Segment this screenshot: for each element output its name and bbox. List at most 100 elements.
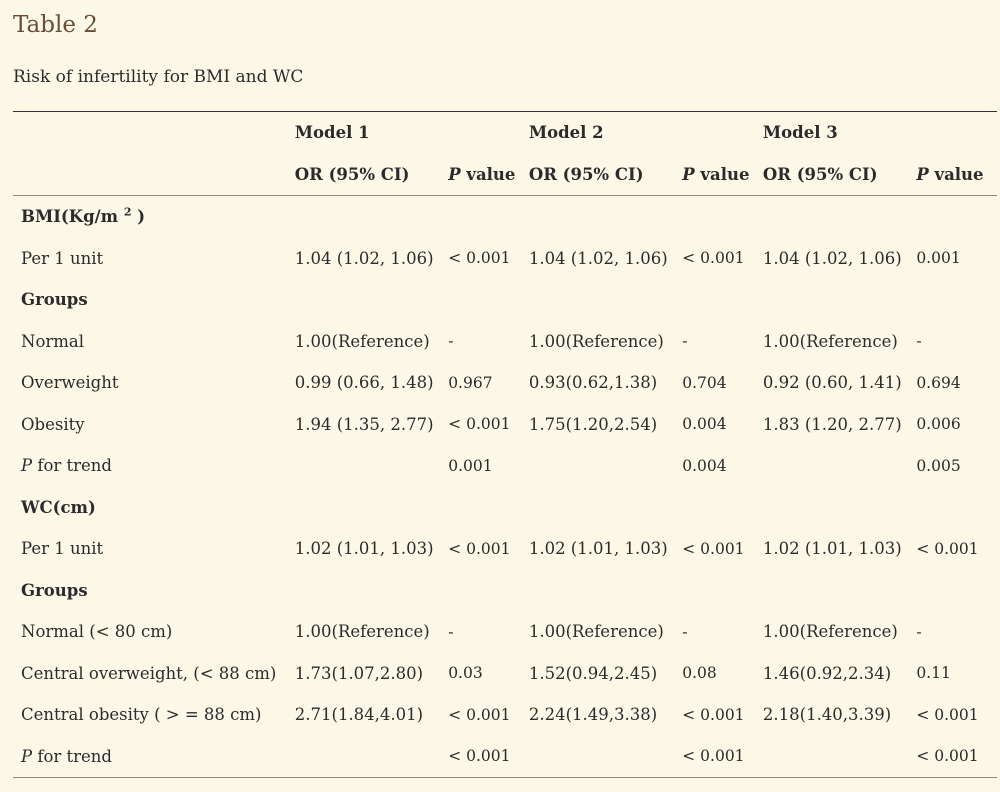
table-row: Per 1 unit 1.02 (1.01, 1.03) < 0.001 1.02 (… — [13, 528, 997, 570]
empty-cell — [448, 487, 529, 529]
p-value-cell — [448, 570, 529, 612]
p-value-cell: < 0.001 — [448, 249, 511, 268]
p-value-cell — [916, 279, 997, 321]
p-value-cell: - — [682, 332, 688, 351]
or-cell: 1.00(Reference) — [762, 622, 898, 642]
or-cell: 1.02 (1.01, 1.03) — [528, 539, 668, 559]
row-label-text: Groups — [21, 290, 88, 310]
or-cell: 1.94 (1.35, 2.77) — [294, 414, 434, 434]
or-cell — [763, 445, 916, 487]
empty-cell — [916, 487, 997, 529]
p-value-cell: 0.694 — [916, 373, 961, 392]
p-italic: P — [448, 164, 461, 184]
or-cell: 1.00(Reference) — [294, 331, 430, 351]
row-label-italic: P — [21, 746, 33, 766]
or-cell — [762, 735, 917, 778]
p-value-cell: - — [448, 622, 454, 641]
section-heading-text: WC(cm) — [21, 497, 96, 517]
p-value-cell: 0.11 — [916, 664, 951, 683]
p-value-cell: < 0.001 — [916, 539, 979, 558]
p-value-cell: < 0.001 — [448, 735, 529, 778]
empty-cell — [763, 196, 916, 238]
p-value-cell: 0.03 — [448, 664, 483, 683]
or-cell: 2.71(1.84,4.01) — [294, 705, 424, 725]
or-cell — [295, 570, 448, 612]
row-label: Groups — [13, 279, 295, 321]
p-value-cell: < 0.001 — [916, 705, 979, 724]
row-label-text: Overweight — [21, 373, 119, 393]
or-cell: 1.02 (1.01, 1.03) — [294, 539, 434, 559]
p-value-cell: < 0.001 — [448, 705, 511, 724]
p-value-cell: < 0.001 — [682, 539, 745, 558]
empty-cell — [529, 487, 682, 529]
p-value-header: P value — [916, 153, 997, 196]
or-cell: 1.52(0.94,2.45) — [528, 663, 658, 683]
table-row: Per 1 unit 1.04 (1.02, 1.06) < 0.001 1.04 (… — [13, 238, 997, 280]
or-cell: 1.00(Reference) — [528, 622, 664, 642]
p-value-cell — [682, 570, 763, 612]
empty-cell — [682, 196, 763, 238]
or-cell: 0.99 (0.66, 1.48) — [294, 373, 434, 393]
section-heading: WC(cm) — [13, 487, 295, 529]
table-row: Central obesity ( > = 88 cm) 2.71(1.84,4.… — [13, 694, 997, 736]
table-row: Groups — [13, 570, 997, 612]
p-value-cell — [448, 279, 529, 321]
p-value-cell: - — [682, 622, 688, 641]
section-heading-end: ) — [131, 207, 146, 227]
section-heading-text: BMI(Kg/m — [21, 207, 124, 227]
section-heading-row: BMI(Kg/m 2 ) — [13, 196, 997, 238]
empty-cell — [763, 487, 916, 529]
p-italic: P — [682, 164, 695, 184]
table-row: P for trend < 0.001 < 0.001 < 0.001 — [13, 735, 997, 778]
or-header: OR (95% CI) — [528, 153, 683, 196]
section-heading: BMI(Kg/m 2 ) — [13, 196, 295, 238]
or-cell — [295, 279, 448, 321]
section-heading-row: WC(cm) — [13, 487, 997, 529]
p-value-cell: < 0.001 — [682, 249, 745, 268]
or-cell: 2.24(1.49,3.38) — [528, 705, 658, 725]
row-label-italic: P — [21, 456, 33, 476]
p-value-cell: < 0.001 — [448, 415, 511, 434]
row-label-text: for trend — [32, 456, 112, 476]
p-value-cell: 0.967 — [448, 373, 493, 392]
row-label-text: Groups — [21, 580, 88, 600]
table-row: Normal (< 80 cm) 1.00(Reference) -1.00(Ref… — [13, 611, 997, 653]
or-cell — [763, 279, 916, 321]
row-label-text: Central obesity ( > = 88 cm) — [21, 705, 262, 725]
row-label: Obesity — [13, 404, 295, 446]
header-spacer — [916, 111, 997, 154]
p-value-header: P value — [448, 153, 529, 196]
row-label: P for trend — [13, 735, 295, 778]
model-2-header: Model 2 — [528, 111, 683, 154]
p-value-header: P value — [682, 153, 763, 196]
or-cell: 1.46(0.92,2.34) — [762, 663, 892, 683]
section-heading-sup: 2 — [123, 205, 132, 219]
or-cell — [763, 570, 916, 612]
table-row: Normal 1.00(Reference) -1.00(Reference) -1.… — [13, 321, 997, 363]
p-value-cell — [682, 279, 763, 321]
row-label-text: Per 1 unit — [21, 539, 104, 559]
row-label: Groups — [13, 570, 295, 612]
row-label: Overweight — [13, 362, 295, 404]
p-value-cell: < 0.001 — [448, 539, 511, 558]
empty-cell — [529, 196, 682, 238]
row-label-text: for trend — [32, 746, 112, 766]
model-3-header: Model 3 — [762, 111, 917, 154]
header-empty — [13, 111, 295, 154]
p-rest: value — [928, 164, 984, 184]
p-value-cell: 0.006 — [916, 415, 961, 434]
model-1-header: Model 1 — [294, 111, 449, 154]
header-row-columns: OR (95% CI) P value OR (95% CI) P value … — [13, 153, 997, 196]
p-value-cell: 0.001 — [916, 249, 961, 268]
table-row: Obesity 1.94 (1.35, 2.77) < 0.001 1.75(1.20… — [13, 404, 997, 446]
or-cell: 0.93(0.62,1.38) — [528, 373, 658, 393]
p-value-cell: < 0.001 — [916, 735, 997, 778]
row-label-text: Per 1 unit — [21, 248, 104, 268]
empty-cell — [916, 196, 997, 238]
p-value-cell: - — [916, 622, 922, 641]
p-value-cell: - — [916, 332, 922, 351]
empty-cell — [448, 196, 529, 238]
p-value-cell: < 0.001 — [682, 735, 763, 778]
or-cell — [528, 735, 683, 778]
or-cell: 1.73(1.07,2.80) — [294, 663, 424, 683]
